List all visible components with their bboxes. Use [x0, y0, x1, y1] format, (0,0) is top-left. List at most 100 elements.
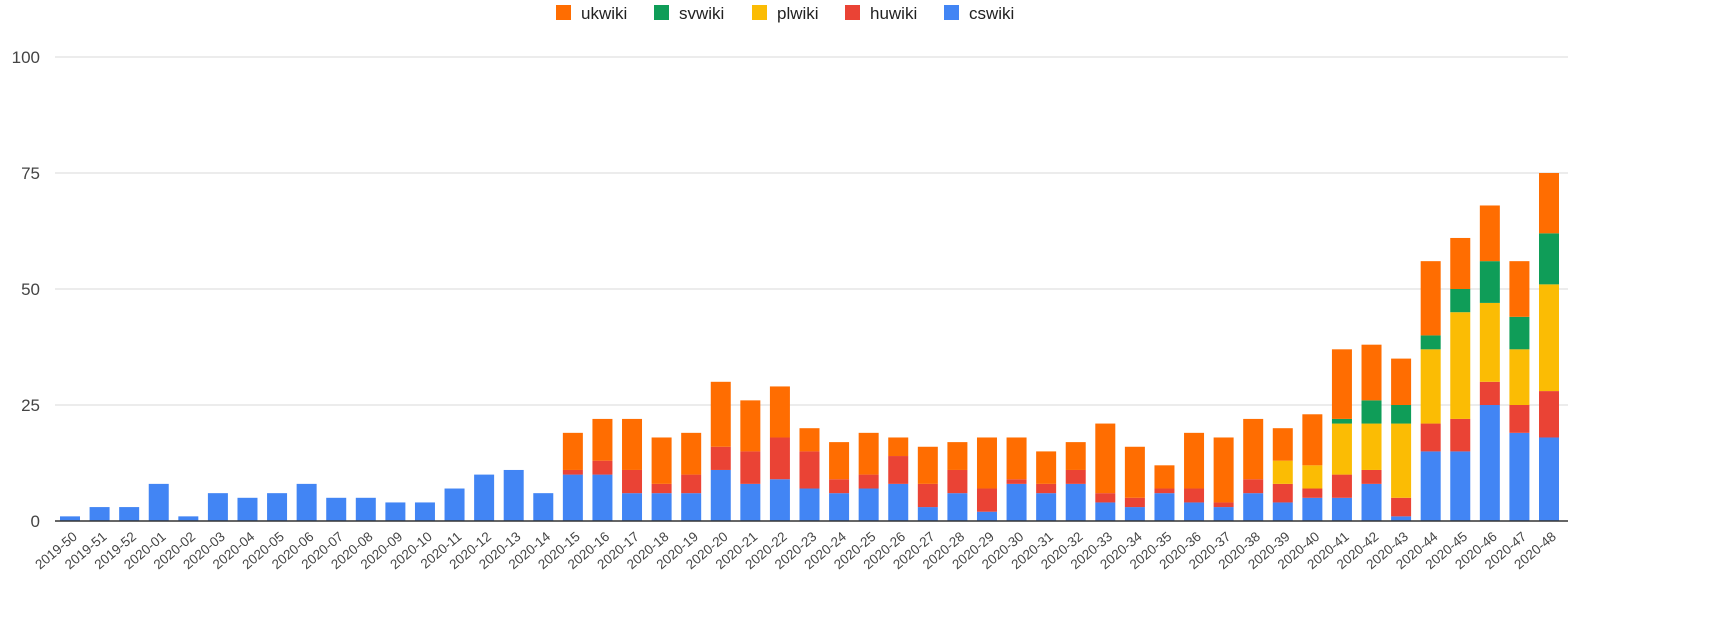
bar-cswiki-2020-44	[1420, 451, 1441, 521]
bar-ukwiki-2020-28	[947, 442, 968, 470]
legend-item-ukwiki: ukwiki	[556, 4, 627, 23]
legend-swatch	[944, 5, 959, 20]
bar-huwiki-2020-33	[1095, 493, 1116, 503]
bar-huwiki-2020-34	[1124, 497, 1145, 508]
bar-ukwiki-2020-31	[1036, 451, 1057, 484]
bar-ukwiki-2020-36	[1184, 432, 1205, 489]
legend-swatch	[556, 5, 571, 20]
bar-cswiki-2019-51	[89, 507, 110, 521]
bar-svwiki-2020-44	[1420, 335, 1441, 350]
bar-huwiki-2020-40	[1302, 488, 1323, 498]
bar-ukwiki-2020-42	[1361, 344, 1382, 401]
bar-ukwiki-2020-29	[976, 437, 997, 489]
bar-huwiki-2020-19	[681, 474, 702, 494]
bar-cswiki-2020-14	[533, 493, 554, 521]
bar-huwiki-2020-35	[1154, 488, 1175, 494]
bar-cswiki-2020-32	[1065, 483, 1086, 521]
bar-plwiki-2020-44	[1420, 349, 1441, 424]
bar-ukwiki-2020-45	[1450, 237, 1471, 289]
bar-svwiki-2020-48	[1539, 233, 1559, 285]
bar-cswiki-2020-18	[651, 493, 672, 521]
bar-ukwiki-2020-23	[799, 428, 820, 452]
bar-ukwiki-2020-15	[562, 432, 583, 470]
bar-ukwiki-2020-26	[888, 437, 909, 457]
bar-ukwiki-2020-37	[1213, 437, 1234, 503]
bar-cswiki-2020-16	[592, 474, 613, 521]
bar-cswiki-2020-12	[474, 474, 495, 521]
bar-cswiki-2020-42	[1361, 483, 1382, 521]
bar-huwiki-2020-37	[1213, 502, 1234, 508]
bar-ukwiki-2020-18	[651, 437, 672, 484]
bar-ukwiki-2020-35	[1154, 465, 1175, 489]
bar-plwiki-2020-41	[1331, 423, 1352, 475]
bar-huwiki-2020-27	[917, 483, 938, 508]
bar-svwiki-2020-42	[1361, 400, 1382, 424]
bar-cswiki-2020-22	[769, 479, 790, 521]
bar-cswiki-2020-46	[1479, 405, 1500, 521]
legend-item-plwiki: plwiki	[752, 4, 819, 23]
bar-ukwiki-2020-21	[740, 400, 761, 452]
bar-cswiki-2020-07	[326, 497, 347, 521]
bar-huwiki-2020-29	[976, 488, 997, 512]
bar-huwiki-2020-38	[1243, 479, 1264, 494]
bar-cswiki-2020-13	[503, 469, 524, 521]
y-tick-label: 25	[21, 396, 40, 415]
bar-ukwiki-2020-46	[1479, 205, 1500, 262]
bar-cswiki-2020-02	[178, 516, 199, 521]
bar-huwiki-2020-41	[1331, 474, 1352, 498]
bar-ukwiki-2020-40	[1302, 414, 1323, 466]
legend-swatch	[654, 5, 669, 20]
bar-ukwiki-2020-20	[710, 381, 731, 447]
bar-ukwiki-2020-24	[829, 442, 850, 480]
bar-cswiki-2020-48	[1539, 437, 1559, 521]
bar-cswiki-2020-15	[562, 474, 583, 521]
bar-ukwiki-2020-16	[592, 418, 613, 461]
y-tick-label: 75	[21, 164, 40, 183]
bar-huwiki-2020-21	[740, 451, 761, 484]
bar-cswiki-2020-37	[1213, 507, 1234, 521]
bar-cswiki-2020-39	[1272, 502, 1293, 521]
bar-cswiki-2020-28	[947, 493, 968, 521]
bar-cswiki-2020-17	[622, 493, 643, 521]
bar-huwiki-2020-15	[562, 469, 583, 475]
bar-cswiki-2020-29	[976, 511, 997, 521]
bar-ukwiki-2020-38	[1243, 418, 1264, 480]
bar-cswiki-2020-04	[237, 497, 258, 521]
bar-plwiki-2020-48	[1539, 284, 1559, 392]
x-axis-ticks: 2019-502019-512019-522020-012020-022020-…	[32, 528, 1559, 572]
bar-ukwiki-2020-41	[1331, 349, 1352, 419]
bar-cswiki-2020-06	[296, 483, 317, 521]
bar-svwiki-2020-47	[1509, 316, 1530, 350]
bar-cswiki-2020-36	[1184, 502, 1205, 521]
bar-cswiki-2020-33	[1095, 502, 1116, 521]
bar-huwiki-2020-16	[592, 460, 613, 475]
bar-cswiki-2020-23	[799, 488, 820, 521]
bar-cswiki-2019-50	[60, 516, 80, 521]
bar-plwiki-2020-40	[1302, 465, 1323, 489]
bar-cswiki-2020-24	[829, 493, 850, 521]
bar-cswiki-2020-31	[1036, 493, 1057, 521]
bar-cswiki-2020-01	[148, 483, 169, 521]
bar-huwiki-2020-31	[1036, 483, 1057, 494]
bar-ukwiki-2020-19	[681, 432, 702, 475]
bar-huwiki-2020-24	[829, 479, 850, 494]
bar-huwiki-2020-48	[1539, 391, 1559, 438]
bar-ukwiki-2020-44	[1420, 261, 1441, 336]
bar-cswiki-2020-21	[740, 483, 761, 521]
bar-cswiki-2020-03	[207, 493, 228, 521]
bar-svwiki-2020-43	[1391, 405, 1412, 424]
bar-cswiki-2020-38	[1243, 493, 1264, 521]
bar-ukwiki-2020-48	[1539, 173, 1559, 234]
bar-ukwiki-2020-43	[1391, 358, 1412, 405]
bar-cswiki-2020-26	[888, 483, 909, 521]
bars	[60, 173, 1559, 521]
bar-huwiki-2020-43	[1391, 497, 1412, 517]
legend: ukwiki svwiki plwiki huwiki cswiki	[556, 4, 1014, 23]
bar-plwiki-2020-45	[1450, 312, 1471, 419]
bar-cswiki-2020-30	[1006, 483, 1027, 521]
bar-huwiki-2020-26	[888, 456, 909, 484]
bar-huwiki-2020-44	[1420, 423, 1441, 452]
bar-ukwiki-2020-30	[1006, 437, 1027, 480]
bar-huwiki-2020-20	[710, 446, 731, 470]
